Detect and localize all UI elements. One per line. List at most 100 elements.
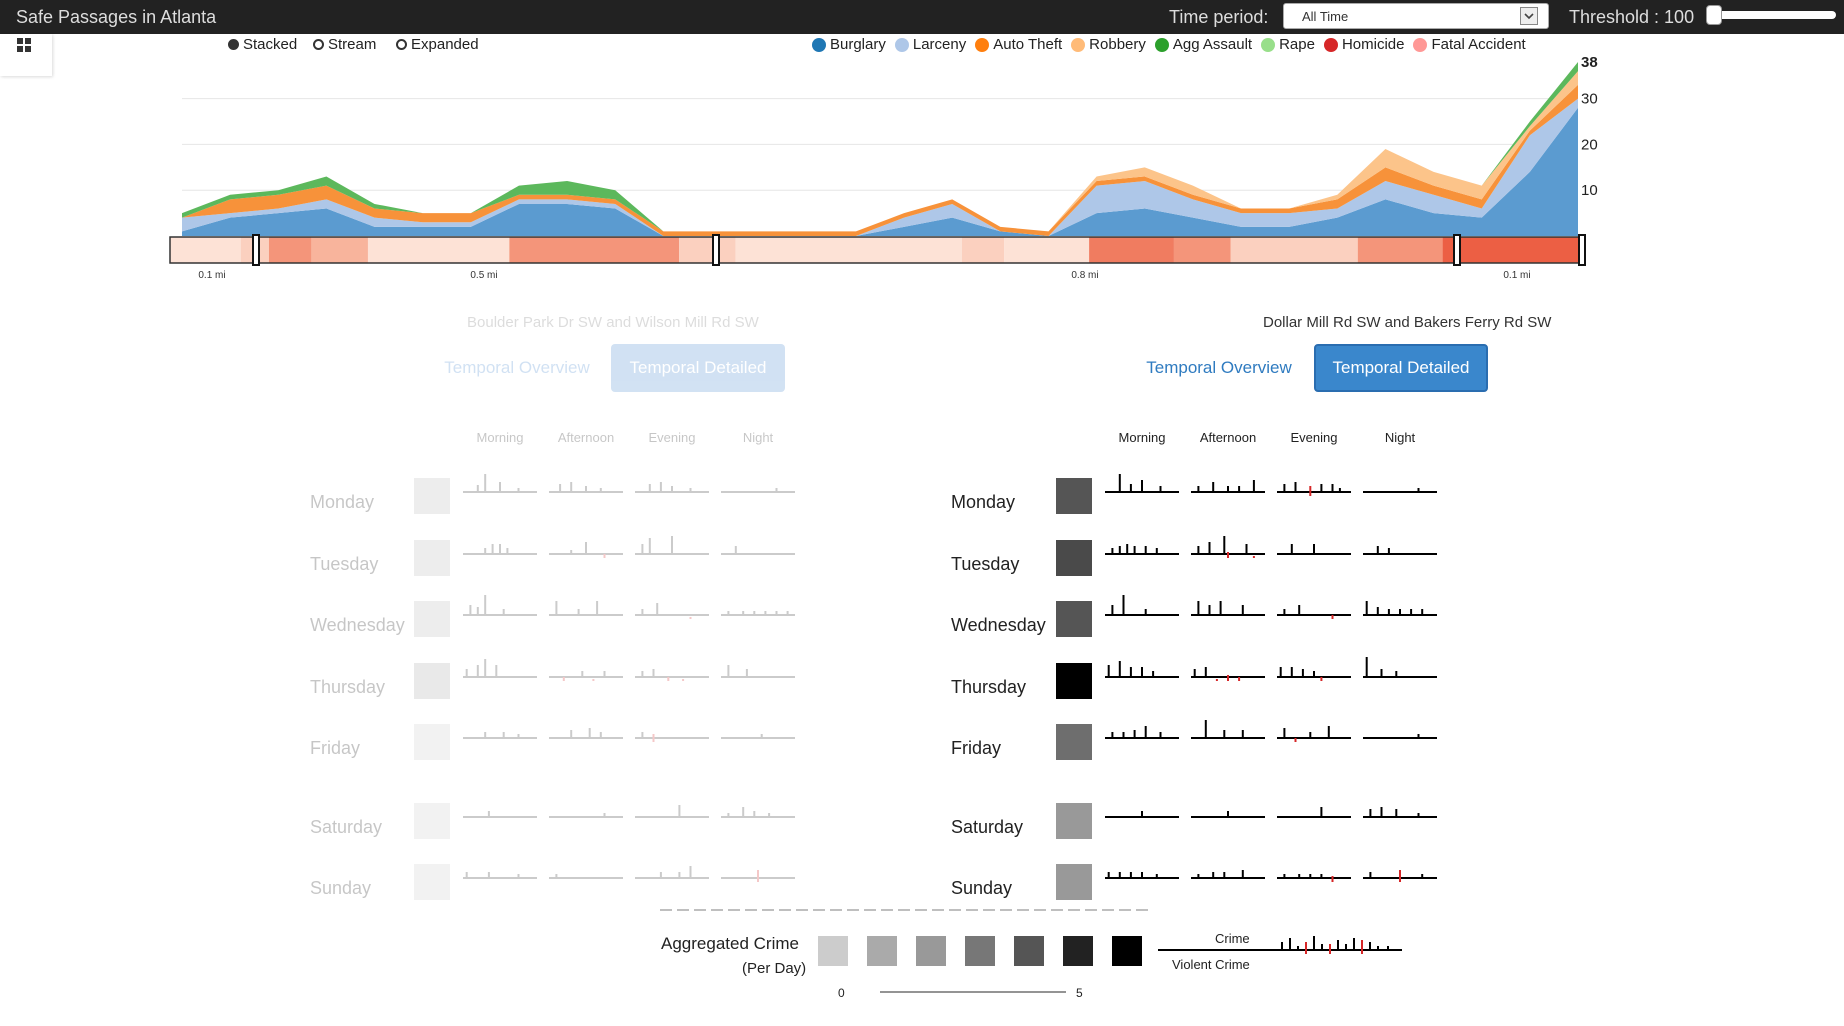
mode-stream[interactable]: Stream [313,36,376,53]
crime-sparkline[interactable] [721,797,795,821]
crime-sparkline[interactable] [1105,657,1179,681]
legend-item[interactable]: Rape [1261,36,1315,53]
left-tab-temporal-overview[interactable]: Temporal Overview [444,358,590,377]
crime-sparkline[interactable] [635,657,709,681]
day-crime-square[interactable] [414,724,450,760]
day-crime-square[interactable] [414,663,450,699]
crime-sparkline[interactable] [463,595,537,619]
heat-segment[interactable] [367,237,510,263]
chevron-down-icon[interactable] [1520,7,1538,25]
day-crime-square[interactable] [1056,864,1092,900]
legend-item[interactable]: Burglary [812,36,886,53]
legend-item[interactable]: Robbery [1071,36,1146,53]
day-crime-square[interactable] [1056,724,1092,760]
crime-sparkline[interactable] [549,595,623,619]
crime-sparkline[interactable] [549,797,623,821]
heat-segment[interactable] [268,237,312,263]
crime-sparkline[interactable] [1277,534,1351,558]
area-series-agg-assault[interactable] [182,62,1578,232]
day-crime-square[interactable] [414,478,450,514]
crime-sparkline[interactable] [1277,595,1351,619]
day-crime-square[interactable] [414,803,450,839]
crime-sparkline[interactable] [635,718,709,742]
crime-sparkline[interactable] [1277,472,1351,496]
crime-sparkline[interactable] [1105,858,1179,882]
crime-sparkline[interactable] [635,472,709,496]
day-crime-square[interactable] [1056,663,1092,699]
heat-segment[interactable] [1089,237,1174,263]
crime-sparkline[interactable] [1363,718,1437,742]
heat-segment[interactable] [735,237,962,263]
threshold-slider[interactable] [1708,11,1836,19]
crime-sparkline[interactable] [1191,718,1265,742]
crime-sparkline[interactable] [635,534,709,558]
grid-menu-button[interactable] [0,34,52,76]
crime-sparkline[interactable] [1105,595,1179,619]
area-series-larceny[interactable] [182,98,1578,236]
legend-item[interactable]: Agg Assault [1154,36,1252,53]
crime-sparkline[interactable] [1277,718,1351,742]
day-crime-square[interactable] [414,540,450,576]
heat-segment[interactable] [961,237,1005,263]
right-tab-temporal-detailed[interactable]: Temporal Detailed [1314,344,1488,392]
crime-sparkline[interactable] [1105,534,1179,558]
crime-sparkline[interactable] [1363,797,1437,821]
time-period-select[interactable]: All Time [1283,3,1549,29]
crime-sparkline[interactable] [463,534,537,558]
crime-sparkline[interactable] [1191,858,1265,882]
crime-sparkline[interactable] [1191,472,1265,496]
crime-sparkline[interactable] [1363,858,1437,882]
crime-sparkline[interactable] [463,858,537,882]
heat-segment[interactable] [1442,237,1584,263]
crime-sparkline[interactable] [1277,858,1351,882]
heat-segment[interactable] [1004,237,1090,263]
crime-sparkline[interactable] [1191,657,1265,681]
heat-segment[interactable] [311,237,368,263]
crime-sparkline[interactable] [1277,657,1351,681]
legend-item[interactable]: Larceny [894,36,966,53]
legend-item[interactable]: Auto Theft [975,36,1062,53]
radio-icon[interactable] [396,39,407,50]
crime-sparkline[interactable] [463,472,537,496]
day-crime-square[interactable] [414,601,450,637]
crime-sparkline[interactable] [1105,797,1179,821]
crime-sparkline[interactable] [1191,797,1265,821]
crime-sparkline[interactable] [463,718,537,742]
day-crime-square[interactable] [1056,803,1092,839]
crime-sparkline[interactable] [549,718,623,742]
crime-sparkline[interactable] [1105,472,1179,496]
crime-sparkline[interactable] [635,858,709,882]
left-tab-temporal-detailed[interactable]: Temporal Detailed [611,344,785,392]
crime-sparkline[interactable] [1363,534,1437,558]
crime-sparkline[interactable] [721,472,795,496]
crime-sparkline[interactable] [1363,657,1437,681]
range-handle[interactable] [1453,234,1461,266]
threshold-slider-thumb[interactable] [1706,5,1722,25]
heat-segment[interactable] [679,237,736,263]
range-handle[interactable] [252,234,260,266]
crime-sparkline[interactable] [721,657,795,681]
area-series-auto-theft[interactable] [182,84,1578,236]
crime-sparkline[interactable] [1363,595,1437,619]
day-crime-square[interactable] [1056,540,1092,576]
heat-segment[interactable] [1173,237,1231,263]
range-handle[interactable] [712,234,720,266]
crime-sparkline[interactable] [549,657,623,681]
crime-sparkline[interactable] [1105,718,1179,742]
crime-sparkline[interactable] [1191,595,1265,619]
crime-sparkline[interactable] [463,657,537,681]
crime-sparkline[interactable] [549,534,623,558]
mode-stacked[interactable]: Stacked [228,36,297,53]
crime-sparkline[interactable] [463,797,537,821]
right-tab-temporal-overview[interactable]: Temporal Overview [1146,358,1292,377]
crime-sparkline[interactable] [1277,797,1351,821]
radio-selected-icon[interactable] [228,39,239,50]
day-crime-square[interactable] [1056,601,1092,637]
mode-expanded[interactable]: Expanded [396,36,479,53]
crime-sparkline[interactable] [549,858,623,882]
legend-item[interactable]: Homicide [1323,36,1404,53]
crime-sparkline[interactable] [1191,534,1265,558]
day-crime-square[interactable] [1056,478,1092,514]
heat-segment[interactable] [509,237,680,263]
crime-sparkline[interactable] [635,797,709,821]
